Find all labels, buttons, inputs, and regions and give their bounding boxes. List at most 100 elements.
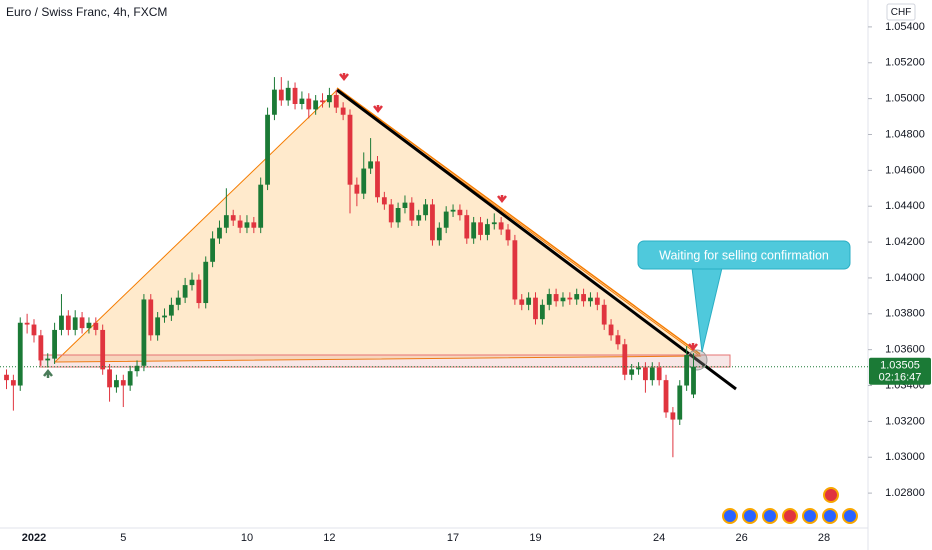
currency-box (886, 3, 916, 21)
y-tick-label: 1.03200 (885, 415, 925, 427)
event-icon (722, 508, 738, 524)
sell-arrow (373, 105, 383, 114)
countdown: 02:16:47 (879, 372, 922, 384)
triangle-pattern (53, 89, 702, 363)
candle-body (38, 335, 44, 361)
x-tick-label: 10 (241, 532, 253, 544)
candle-body (24, 322, 30, 325)
candle-body (491, 222, 497, 225)
candle-body (636, 367, 641, 370)
candle-body (498, 222, 504, 230)
x-tick-label: 5 (120, 532, 126, 544)
candle-body (691, 366, 696, 395)
candle-body (546, 294, 552, 305)
sell-arrow (339, 73, 349, 82)
event-icon (842, 508, 858, 524)
candle-body (684, 355, 690, 386)
candle-body (608, 324, 614, 336)
candle-body (326, 95, 332, 103)
candle-body (148, 299, 154, 336)
candle-body (107, 369, 112, 388)
candle-body (471, 222, 477, 239)
y-tick-label: 1.05200 (885, 57, 925, 69)
candle-body (141, 299, 147, 366)
y-tick-label: 1.03800 (885, 308, 925, 320)
y-tick-label: 1.04400 (885, 200, 925, 212)
candle-body (629, 369, 635, 375)
candle-body (182, 285, 188, 298)
candle-body (533, 297, 538, 320)
trend-line (336, 88, 737, 391)
candle-body (553, 294, 559, 302)
candle-body (622, 344, 628, 375)
y-tick-label: 1.03000 (885, 451, 925, 463)
x-tick-label: 12 (323, 532, 335, 544)
event-icon (782, 508, 798, 524)
event-icon (823, 487, 839, 503)
pattern-edge (336, 87, 701, 355)
candle-body (59, 315, 64, 330)
candle-body (381, 197, 387, 205)
candle-body (464, 215, 470, 239)
y-tick-label: 1.04200 (885, 236, 925, 248)
candle-body (567, 297, 573, 300)
candle-body (31, 324, 37, 336)
candle-body (354, 184, 360, 194)
candle-body (313, 100, 319, 110)
candle-body (443, 211, 449, 228)
candle-body (423, 204, 428, 216)
arrows (43, 73, 698, 378)
candle-body (285, 87, 291, 101)
candle-body (93, 322, 99, 330)
candle-body (416, 215, 422, 221)
candle-body (450, 209, 456, 212)
candle-body (581, 294, 586, 302)
y-tick-label: 1.04000 (885, 272, 925, 284)
candle-body (120, 380, 126, 386)
candle-body (670, 412, 676, 420)
candle-body (347, 114, 353, 185)
x-tick-label: 2022 (22, 532, 46, 544)
x-tick-label: 24 (653, 532, 665, 544)
sell-arrow (688, 343, 698, 352)
event-icon (742, 508, 758, 524)
x-tick-label: 17 (447, 532, 459, 544)
candle-body (677, 385, 683, 420)
candle-body (45, 358, 51, 361)
candle-body (574, 294, 580, 300)
candle-body (615, 335, 621, 345)
x-tick-label: 19 (529, 532, 541, 544)
price-box (869, 357, 931, 385)
candle-body (361, 168, 367, 194)
drawings (39, 87, 737, 391)
y-tick-label: 1.05400 (885, 21, 925, 33)
candle-body (52, 329, 57, 359)
candle-body (485, 224, 490, 235)
candle-body (457, 209, 463, 216)
candle-body (505, 229, 511, 241)
candle-body (375, 161, 380, 198)
x-tick-label: 28 (818, 532, 830, 544)
candle-body (588, 297, 593, 302)
candle-body (656, 367, 662, 381)
candle-body (409, 202, 415, 221)
candle-body (127, 371, 133, 386)
candle-body (210, 238, 216, 262)
currency: CHF (891, 7, 912, 18)
callout-text: Waiting for selling confirmation (659, 248, 829, 262)
candle-body (278, 89, 284, 101)
candle-body (560, 297, 566, 302)
price-label: 1.03505 (880, 360, 920, 372)
candle-body (299, 98, 305, 104)
candle-body (196, 279, 202, 304)
buy-arrow (43, 368, 53, 378)
event-icon (802, 508, 818, 524)
candle-body (223, 215, 229, 228)
candle-body (292, 87, 298, 104)
candle-body (402, 202, 408, 208)
candle-body (649, 367, 655, 381)
candle-body (237, 220, 243, 228)
candle-body (594, 297, 600, 305)
event-icons (722, 487, 858, 524)
